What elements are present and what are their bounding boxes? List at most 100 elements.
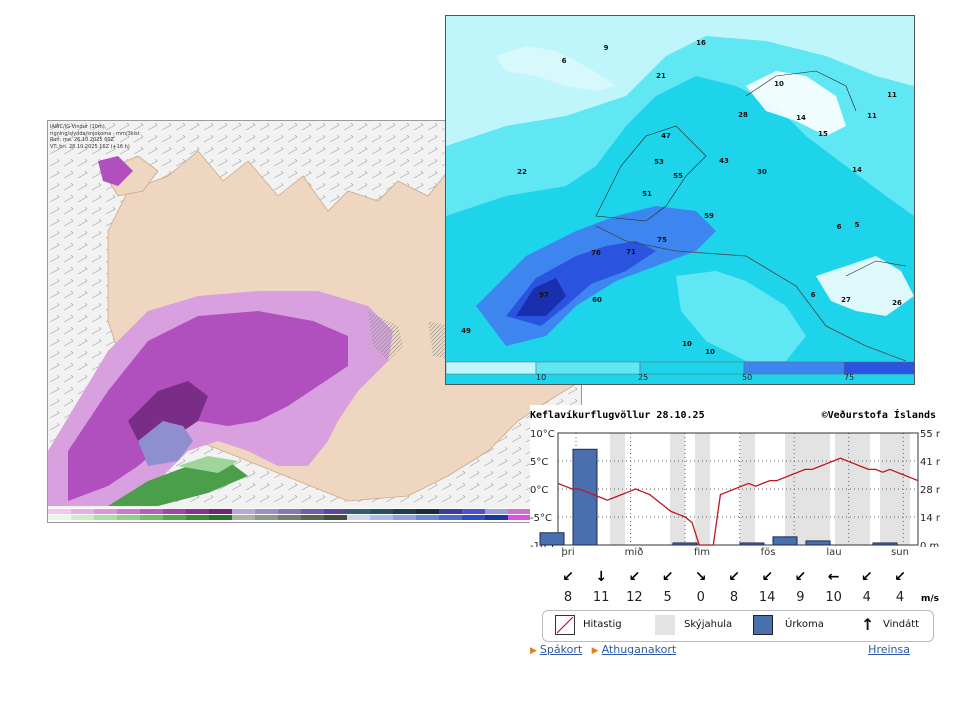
cloud-cover-band xyxy=(835,433,870,545)
snow-value-label: 6 xyxy=(837,223,842,231)
meteogram-chart: 10°C5°C0°C-5°C-10°C55 mm41 mm28 mm14 mm0… xyxy=(530,429,940,547)
wind-speed: 14 xyxy=(758,590,776,605)
day-label: fim xyxy=(693,547,711,558)
snow-value-label: 11 xyxy=(887,91,897,99)
precip-axis-label: 55 mm xyxy=(920,429,940,440)
snow-value-label: 97 xyxy=(539,291,549,299)
wind-speed: 12 xyxy=(626,590,643,605)
triangle-right-icon: ▶ xyxy=(591,646,599,656)
precip-bar xyxy=(539,532,565,546)
header-line: VT: þri. 28.10.2025 16Z (+16 h) xyxy=(50,143,130,150)
wind-speed: 5 xyxy=(663,590,672,605)
legend-precip: Úrkoma xyxy=(785,619,824,630)
scale-label: 25 xyxy=(638,373,649,382)
meteogram-panel: Keflavíkurflugvöllur 28.10.25 ©Veðurstof… xyxy=(530,405,940,667)
snow-value-label: 53 xyxy=(654,158,664,166)
wind-unit: m/s xyxy=(921,594,940,604)
wind-speed: 4 xyxy=(862,590,871,605)
snow-depth-map: 6 9 16 21 10 11 28 14 15 11 47 53 55 43 30 14 22 51 59 6 5 75… xyxy=(445,15,915,385)
temp-axis-label: 0°C xyxy=(530,485,548,496)
snow-values: 6 9 16 21 10 11 28 14 15 11 47 53 55 43 30 14 22 51 59 6 5 75… xyxy=(461,39,902,356)
cloud-cover-band xyxy=(670,433,685,545)
snow-value-label: 59 xyxy=(704,212,714,220)
scale-label: 75 xyxy=(844,373,855,382)
snow-value-label: 10 xyxy=(774,80,784,88)
precip-bar xyxy=(872,542,898,546)
precip-axis-label: 14 mm xyxy=(920,513,940,524)
wind-speed: 0 xyxy=(696,590,705,605)
clear-link[interactable]: Hreinsa xyxy=(868,643,910,656)
observation-maps-link[interactable]: Athuganakort xyxy=(601,643,677,656)
cloud-cover-band xyxy=(785,433,830,545)
temp-axis-label: 5°C xyxy=(530,457,548,468)
wind-speed: 10 xyxy=(825,590,842,605)
precip-legend-icon xyxy=(753,615,773,635)
snow-value-label: 76 xyxy=(591,249,601,257)
meteogram-links: ▶ Spákort ▶ Athuganakort Hreinsa xyxy=(530,643,940,656)
day-label: mið xyxy=(624,547,644,558)
snow-map-drawing: 6 9 16 21 10 11 28 14 15 11 47 53 55 43 30 14 22 51 59 6 5 75… xyxy=(446,16,914,384)
copyright: ©Veðurstofa Íslands xyxy=(821,410,936,421)
snow-value-label: 71 xyxy=(626,248,636,256)
header-line: rigning/slydda/snjokoma - mm/3klst xyxy=(50,130,140,137)
temp-legend-icon xyxy=(555,615,575,635)
meteogram-legend: Hitastig Skýjahula Úrkoma ↑ Vindátt xyxy=(542,610,934,642)
wind-arrow-icon: ↓ xyxy=(595,569,608,585)
precip-axis-label: 0 mm xyxy=(920,541,940,547)
temp-axis-label: -5°C xyxy=(530,513,552,524)
wind-arrow-icon: ↙ xyxy=(860,569,873,585)
precip-map-header: IAWC/IG Vindur (10m), rigning/slydda/snj… xyxy=(50,124,140,150)
snow-value-label: 16 xyxy=(696,39,706,47)
snow-value-label: 43 xyxy=(719,157,729,165)
snow-value-label: 11 xyxy=(867,112,877,120)
precip-axis-label: 28 mm xyxy=(920,485,940,496)
snow-color-scale xyxy=(446,361,914,375)
wind-speed: 9 xyxy=(796,590,805,605)
legend-cloud: Skýjahula xyxy=(684,619,733,630)
precip-axis-label: 41 mm xyxy=(920,457,940,468)
wind-arrow-icon: ↙ xyxy=(728,569,740,585)
scale-label: 50 xyxy=(742,373,753,382)
wind-arrow-icon: ↙ xyxy=(794,569,807,585)
precip-bar xyxy=(572,448,598,546)
scale-label: 10 xyxy=(536,373,547,382)
cloud-cover-band xyxy=(610,433,625,545)
temp-axis-label: 10°C xyxy=(530,429,555,440)
wind-arrow-icon: ↘ xyxy=(694,569,707,585)
wind-speed: 11 xyxy=(592,590,610,605)
cloud-legend-icon xyxy=(655,615,675,635)
snow-value-label: 10 xyxy=(682,340,692,348)
snow-value-label: 55 xyxy=(673,172,683,180)
forecast-maps-link[interactable]: Spákort xyxy=(539,643,583,656)
snow-value-label: 49 xyxy=(461,327,471,335)
wind-arrow-icon: ↙ xyxy=(661,569,674,585)
precip-bar xyxy=(672,542,698,546)
snow-value-label: 28 xyxy=(738,111,748,119)
snow-value-label: 27 xyxy=(841,296,851,304)
snow-value-label: 51 xyxy=(642,190,652,198)
triangle-right-icon: ▶ xyxy=(530,646,537,656)
day-label: sun xyxy=(891,547,909,558)
snow-value-label: 14 xyxy=(796,114,806,122)
snow-value-label: 75 xyxy=(657,236,667,244)
snow-value-label: 22 xyxy=(517,168,527,176)
snow-value-label: 30 xyxy=(757,168,767,176)
snow-value-label: 14 xyxy=(852,166,862,174)
snow-value-label: 5 xyxy=(855,221,860,229)
plot-frame xyxy=(557,432,919,546)
snow-value-label: 15 xyxy=(818,130,828,138)
wind-speed: 8 xyxy=(563,590,573,605)
snow-value-label: 9 xyxy=(604,44,609,52)
day-label: þri xyxy=(561,547,575,558)
snow-value-label: 26 xyxy=(892,299,902,307)
cloud-cover-band xyxy=(740,433,755,545)
wind-speed: 8 xyxy=(729,590,739,605)
day-label: lau xyxy=(826,547,842,558)
obs-link-wrap: ▶ Athuganakort xyxy=(592,643,677,656)
temperature-line xyxy=(557,457,919,546)
wind-arrow-icon: ↙ xyxy=(894,569,906,585)
snow-value-label: 47 xyxy=(661,132,671,140)
arrow-up-icon: ↑ xyxy=(861,615,875,634)
snow-value-label: 60 xyxy=(592,296,602,304)
forecast-link-wrap: ▶ Spákort xyxy=(530,643,582,656)
